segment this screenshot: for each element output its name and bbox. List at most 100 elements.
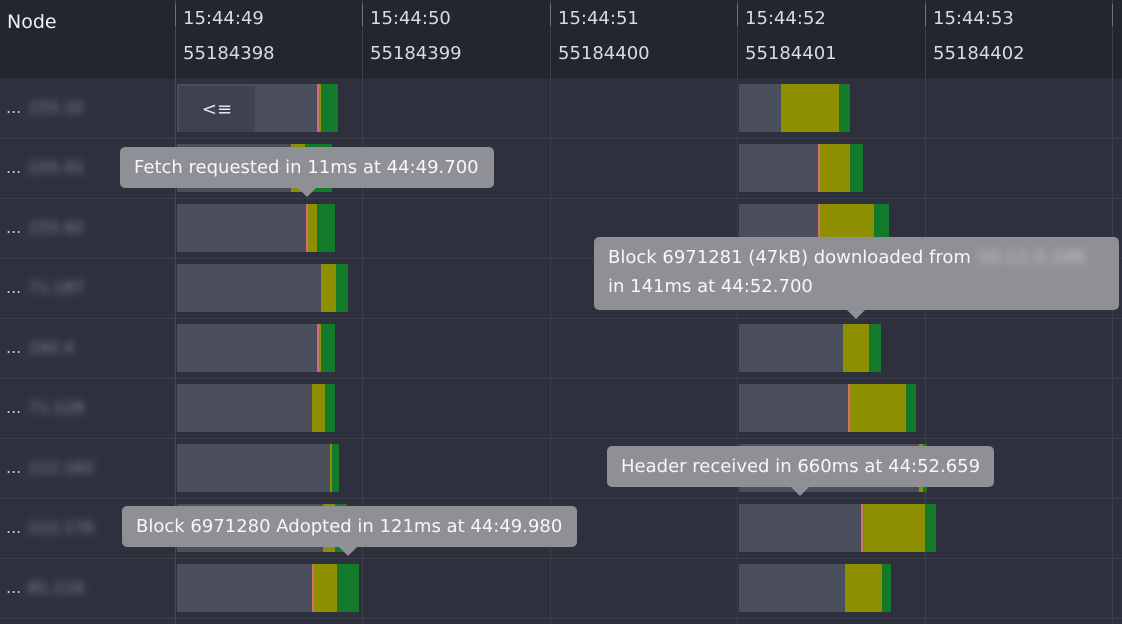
column-divider — [362, 0, 363, 624]
column-block: 55184398 — [183, 43, 275, 64]
block-timing-bar[interactable] — [177, 204, 335, 252]
adopted-segment — [869, 324, 881, 372]
column-block: 55184401 — [745, 43, 837, 64]
wait-segment — [739, 84, 781, 132]
adopted-segment — [336, 264, 348, 312]
block-timing-bar[interactable] — [739, 84, 850, 132]
time-column-4: 15:44:52 55184401 — [737, 0, 924, 77]
node-row[interactable]: ... .71.187 — [0, 258, 1122, 319]
node-row[interactable]: ... .155.32 — [0, 78, 1122, 139]
adopted-segment — [850, 144, 863, 192]
column-block: 55184399 — [370, 43, 462, 64]
block-timing-bar[interactable] — [177, 444, 339, 492]
download-source: 10.12.0.188 — [976, 247, 1086, 268]
tick-mark — [362, 4, 363, 26]
wait-segment — [739, 324, 843, 372]
time-column-3: 15:44:51 55184400 — [550, 0, 737, 77]
tooltip-text: Header received in 660ms at 44:52.659 — [621, 456, 981, 477]
time-column-5: 15:44:53 55184402 — [925, 0, 1112, 77]
node-label: ... .112.162 — [6, 458, 95, 477]
tooltip-arrow — [339, 547, 357, 556]
download-segment — [314, 564, 337, 612]
adopted-segment — [839, 84, 850, 132]
node-label: ... .71.128 — [6, 398, 85, 417]
wait-segment — [177, 564, 312, 612]
fetch-segment — [818, 144, 820, 192]
tooltip-text: Fetch requested in 11ms at 44:49.700 — [134, 157, 479, 178]
column-block: 55184402 — [933, 43, 1025, 64]
download-segment — [845, 564, 882, 612]
adopted-segment — [925, 504, 936, 552]
node-label: ... .155.92 — [6, 218, 85, 237]
block-timing-bar[interactable] — [177, 324, 335, 372]
column-time: 15:44:50 — [370, 8, 451, 29]
tooltip-arrow — [791, 487, 809, 496]
wait-segment — [177, 324, 317, 372]
block-timing-bar[interactable] — [177, 564, 359, 612]
node-label: ... .71.187 — [6, 278, 85, 297]
node-column-title: Node — [7, 11, 57, 33]
column-time: 15:44:53 — [933, 8, 1014, 29]
block-timing-bar[interactable] — [739, 504, 936, 552]
adopted-segment — [882, 564, 891, 612]
adopted-segment — [332, 444, 339, 492]
download-segment — [308, 204, 317, 252]
download-tooltip: Block 6971281 (47kB) downloaded from 10.… — [594, 237, 1119, 319]
block-timing-bar[interactable] — [739, 564, 891, 612]
wait-segment — [739, 504, 861, 552]
node-label: ... .81.116 — [6, 578, 85, 597]
download-segment — [850, 384, 906, 432]
column-time: 15:44:51 — [558, 8, 639, 29]
header-tooltip: Header received in 660ms at 44:52.659 — [607, 446, 994, 496]
node-row[interactable]: ... .192.4 — [0, 318, 1122, 379]
column-divider — [175, 0, 176, 624]
adopted-tooltip: Block 6971280 Adopted in 121ms at 44:49.… — [122, 506, 577, 556]
block-timing-bar[interactable] — [177, 264, 348, 312]
download-segment — [843, 324, 869, 372]
adopted-segment — [321, 84, 338, 132]
wait-segment — [177, 204, 306, 252]
node-row[interactable]: ... .155.92 — [0, 198, 1122, 259]
wait-segment — [177, 444, 330, 492]
wait-segment — [177, 384, 312, 432]
node-row[interactable]: ... .81.116 — [0, 558, 1122, 619]
node-row[interactable]: ... .71.128 — [0, 378, 1122, 439]
download-segment — [781, 84, 839, 132]
tooltip-line: Block 6971281 (47kB) downloaded from 10.… — [608, 247, 1086, 268]
block-timing-bar[interactable] — [177, 384, 335, 432]
tick-mark — [550, 4, 551, 26]
tick-mark — [1112, 4, 1113, 26]
adopted-segment — [325, 384, 335, 432]
download-segment — [820, 144, 850, 192]
node-row[interactable]: ... .155.91 — [0, 138, 1122, 199]
adopted-segment — [906, 384, 916, 432]
column-block: 55184400 — [558, 43, 650, 64]
tooltip-line: in 141ms at 44:52.700 — [608, 276, 813, 297]
column-divider — [925, 0, 926, 624]
download-segment — [863, 504, 925, 552]
wait-segment — [177, 264, 321, 312]
node-row[interactable]: ... .112.162 — [0, 438, 1122, 499]
node-row[interactable]: ... .112.176 — [0, 498, 1122, 559]
column-time: 15:44:52 — [745, 8, 826, 29]
tooltip-arrow — [847, 310, 865, 319]
adopted-segment — [321, 324, 335, 372]
node-label: ... .155.32 — [6, 98, 85, 117]
fetch-segment — [312, 564, 314, 612]
download-segment — [319, 324, 321, 372]
wait-segment — [739, 144, 818, 192]
fetch-segment — [818, 204, 820, 252]
fetch-tooltip: Fetch requested in 11ms at 44:49.700 — [120, 147, 494, 197]
block-timing-bar[interactable] — [739, 144, 863, 192]
tick-mark — [925, 4, 926, 26]
fetch-segment — [848, 384, 850, 432]
fetch-segment — [306, 204, 308, 252]
block-timing-bar[interactable] — [739, 384, 916, 432]
collapse-sidebar-button[interactable]: <≡ — [179, 86, 255, 132]
wait-segment — [739, 564, 845, 612]
block-timing-bar[interactable] — [739, 324, 881, 372]
wait-segment — [739, 384, 848, 432]
fetch-segment — [317, 84, 319, 132]
collapse-icon: <≡ — [201, 98, 233, 120]
timeline-header: Node 15:44:49 55184398 15:44:50 55184399… — [0, 0, 1122, 78]
